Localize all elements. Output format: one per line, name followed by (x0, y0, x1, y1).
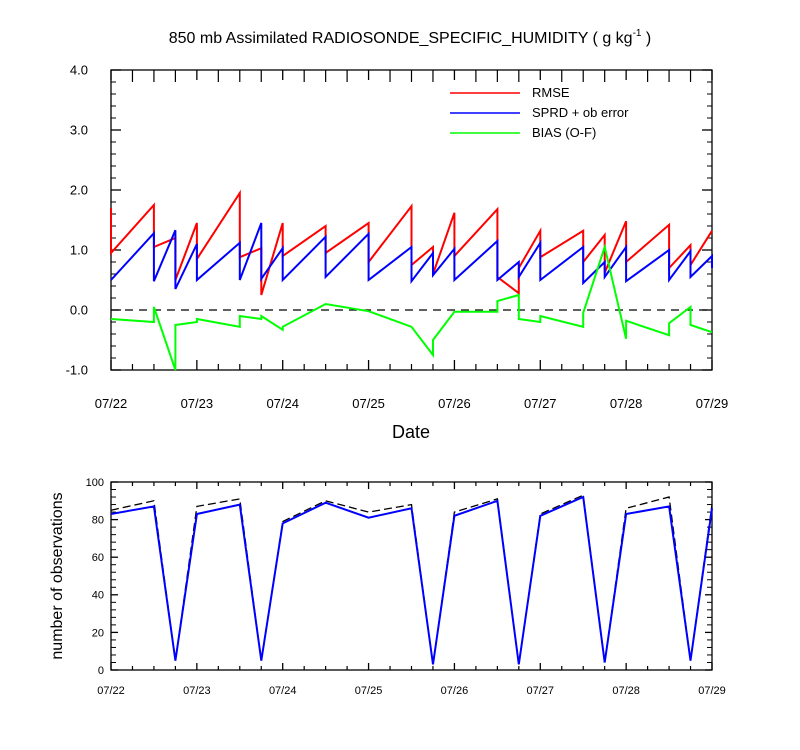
bot-y-tick-label: 80 (92, 514, 104, 526)
top-series (110, 189, 713, 371)
top-x-tick-label: 07/28 (610, 396, 643, 411)
top-x-tick-label: 07/22 (95, 396, 128, 411)
bottom-series (110, 494, 713, 665)
bot-series-line-obs-possible (110, 494, 713, 665)
legend-sprd-label: SPRD + ob error (532, 105, 629, 120)
chart-title: 850 mb Assimilated RADIOSONDE_SPECIFIC_H… (169, 28, 652, 47)
bot-x-tick-label: 07/25 (355, 685, 383, 697)
bottom-ticks (110, 481, 713, 671)
legend-rmse-label: RMSE (532, 85, 570, 100)
top-y-tick-label: 4.0 (70, 63, 88, 78)
bottom-y-axis-label: number of observations (49, 492, 66, 659)
top-x-tick-label: 07/27 (524, 396, 557, 411)
bottom-y-tick-labels: 0 20 40 60 80 100 (86, 477, 104, 677)
top-series-line-bias-o-f (110, 243, 713, 371)
top-y-tick-label: 1.0 (70, 243, 88, 258)
top-y-tick-label: -1.0 (66, 363, 88, 378)
bot-x-tick-label: 07/28 (612, 685, 640, 697)
top-y-tick-label: 3.0 (70, 123, 88, 138)
top-x-tick-label: 07/29 (696, 396, 729, 411)
bot-x-tick-label: 07/22 (97, 685, 125, 697)
bot-x-tick-label: 07/26 (441, 685, 469, 697)
top-panel: -1.0 0.0 1.0 2.0 3.0 4.0 07/22 07/23 07/24 07/25… (66, 63, 729, 442)
top-x-tick-label: 07/25 (352, 396, 385, 411)
bot-y-tick-label: 0 (98, 665, 104, 677)
bot-x-tick-label: 07/24 (269, 685, 297, 697)
bot-x-tick-label: 07/23 (183, 685, 211, 697)
chart-title-superscript: -1 (633, 28, 642, 39)
top-y-tick-label: 0.0 (70, 303, 88, 318)
bot-y-tick-label: 60 (92, 552, 104, 564)
bot-y-tick-label: 100 (86, 477, 104, 489)
bot-x-tick-label: 07/29 (698, 685, 726, 697)
bot-x-tick-label: 07/27 (527, 685, 555, 697)
legend-bias-label: BIAS (O-F) (532, 125, 596, 140)
top-x-tick-label: 07/23 (181, 396, 214, 411)
bot-y-tick-label: 40 (92, 590, 104, 602)
top-x-tick-label: 07/24 (266, 396, 299, 411)
chart-title-end: ) (641, 30, 651, 47)
x-axis-label: Date (392, 422, 430, 442)
bottom-x-tick-labels: 07/22 07/23 07/24 07/25 07/26 07/27 07/28 07/29 (97, 685, 726, 697)
top-x-tick-label: 07/26 (438, 396, 471, 411)
top-series-line-sprd-ob-error (110, 222, 713, 290)
bot-series-line-obs-used (110, 495, 713, 665)
top-y-tick-label: 2.0 (70, 183, 88, 198)
bot-y-tick-label: 20 (92, 627, 104, 639)
top-x-tick-labels: 07/22 07/23 07/24 07/25 07/26 07/27 07/28 07/29 (95, 396, 729, 411)
top-y-tick-labels: -1.0 0.0 1.0 2.0 3.0 4.0 (66, 63, 88, 378)
legend: RMSE SPRD + ob error BIAS (O-F) (450, 85, 629, 140)
